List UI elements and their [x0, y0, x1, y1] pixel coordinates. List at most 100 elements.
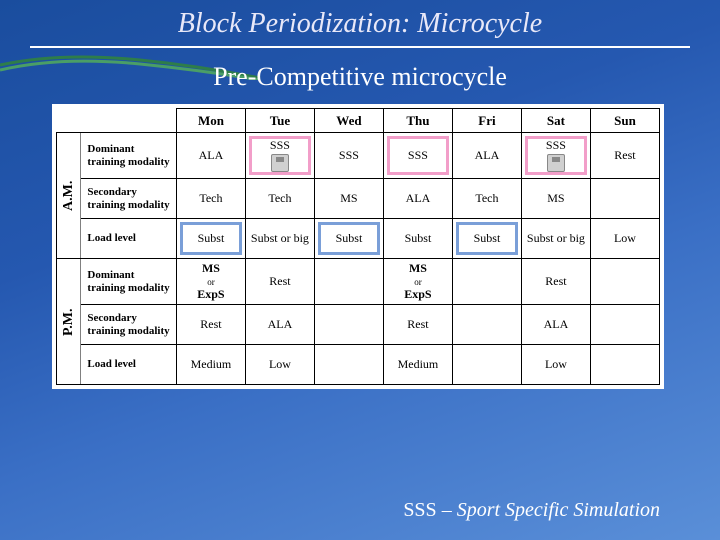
- row-label: Dominant training modality: [81, 259, 177, 305]
- cell: Subst: [314, 219, 383, 259]
- footnote-def: Sport Specific Simulation: [457, 499, 660, 521]
- cell-text: SSS: [318, 149, 380, 162]
- cell-text: Rest: [387, 318, 449, 331]
- cell: Low: [245, 345, 314, 385]
- header-row: Mon Tue Wed Thu Fri Sat Sun: [57, 109, 660, 133]
- cell: Rest: [590, 133, 659, 179]
- row-label: Secondary training modality: [81, 179, 177, 219]
- cell-text: Subst: [456, 232, 518, 245]
- day-header: Mon: [176, 109, 245, 133]
- cell: Tech: [452, 179, 521, 219]
- cell: ALA: [245, 305, 314, 345]
- cell: Subst or big: [521, 219, 590, 259]
- footnote: SSS – Sport Specific Simulation: [403, 499, 660, 522]
- footnote-abbr: SSS: [403, 499, 436, 521]
- cell: ALA: [521, 305, 590, 345]
- cell-text: Low: [525, 358, 587, 371]
- cell: MS: [314, 179, 383, 219]
- row-label: Load level: [81, 219, 177, 259]
- cell: [590, 259, 659, 305]
- cell-text: SSS: [525, 139, 587, 152]
- cell: ALA: [176, 133, 245, 179]
- cell-text: Rest: [249, 275, 311, 288]
- period-pm-label: P.M.: [57, 259, 81, 385]
- cell-text: ALA: [456, 149, 518, 162]
- period-am-label: A.M.: [57, 133, 81, 259]
- slide-subtitle: Pre-Competitive microcycle: [0, 62, 720, 92]
- cell: Tech: [176, 179, 245, 219]
- cell: SSS: [314, 133, 383, 179]
- cell: Medium: [383, 345, 452, 385]
- cell-text: SSS: [249, 139, 311, 152]
- cell: MS: [521, 179, 590, 219]
- cell-text: Subst: [318, 232, 380, 245]
- day-header: Sat: [521, 109, 590, 133]
- cell: Rest: [176, 305, 245, 345]
- cell-text: Medium: [387, 358, 449, 371]
- table-row: Secondary training modality Tech Tech MS…: [57, 179, 660, 219]
- cell-text: Subst: [387, 232, 449, 245]
- cell: [314, 345, 383, 385]
- blank-corner: [57, 109, 81, 133]
- cell: [314, 259, 383, 305]
- cell: [590, 179, 659, 219]
- cell-text: ALA: [249, 318, 311, 331]
- cell: SSS: [245, 133, 314, 179]
- cell: Subst: [383, 219, 452, 259]
- cell-text: Subst or big: [525, 232, 587, 245]
- table-row: Load level Medium Low Medium Low: [57, 345, 660, 385]
- cell-text: ALA: [387, 192, 449, 205]
- footnote-sep: –: [437, 499, 457, 521]
- cell: [590, 305, 659, 345]
- cell-text: Subst or big: [249, 232, 311, 245]
- title-underline: [30, 46, 690, 48]
- cell-text: Rest: [594, 149, 656, 162]
- cell: Rest: [521, 259, 590, 305]
- cell-text: Rest: [180, 318, 242, 331]
- cell-text: MSorExpS: [180, 262, 242, 302]
- cell: Subst or big: [245, 219, 314, 259]
- presentation-icon: [547, 154, 565, 172]
- cell-text: Tech: [249, 192, 311, 205]
- cell: Rest: [245, 259, 314, 305]
- table-row: P.M. Dominant training modality MSorExpS…: [57, 259, 660, 305]
- blank-corner: [81, 109, 177, 133]
- cell: [452, 259, 521, 305]
- cell: ALA: [452, 133, 521, 179]
- cell-text: Medium: [180, 358, 242, 371]
- cell-text: Rest: [525, 275, 587, 288]
- cell: MSorExpS: [383, 259, 452, 305]
- cell-text: Tech: [180, 192, 242, 205]
- cell: Low: [521, 345, 590, 385]
- cell: ALA: [383, 179, 452, 219]
- cell-text: Low: [594, 232, 656, 245]
- microcycle-table-container: Mon Tue Wed Thu Fri Sat Sun A.M. Dominan…: [52, 104, 664, 389]
- cell: Subst: [452, 219, 521, 259]
- cell: SSS: [383, 133, 452, 179]
- cell: [452, 345, 521, 385]
- cell-text: SSS: [387, 149, 449, 162]
- table-row: A.M. Dominant training modality ALA SSS …: [57, 133, 660, 179]
- cell: [590, 345, 659, 385]
- cell: [452, 305, 521, 345]
- slide-title: Block Periodization: Microcycle: [0, 8, 720, 40]
- cell-text: Subst: [180, 232, 242, 245]
- day-header: Sun: [590, 109, 659, 133]
- cell: Medium: [176, 345, 245, 385]
- cell-text: ALA: [180, 149, 242, 162]
- table-row: Secondary training modality Rest ALA Res…: [57, 305, 660, 345]
- cell-text: Low: [249, 358, 311, 371]
- cell-text: MS: [525, 192, 587, 205]
- table-row: Load level Subst Subst or big Subst Subs…: [57, 219, 660, 259]
- cell: SSS: [521, 133, 590, 179]
- row-label: Secondary training modality: [81, 305, 177, 345]
- cell-text: MS: [318, 192, 380, 205]
- cell: [314, 305, 383, 345]
- presentation-icon: [271, 154, 289, 172]
- row-label: Dominant training modality: [81, 133, 177, 179]
- cell-text: ALA: [525, 318, 587, 331]
- day-header: Wed: [314, 109, 383, 133]
- cell-text: MSorExpS: [387, 262, 449, 302]
- cell: Tech: [245, 179, 314, 219]
- day-header: Tue: [245, 109, 314, 133]
